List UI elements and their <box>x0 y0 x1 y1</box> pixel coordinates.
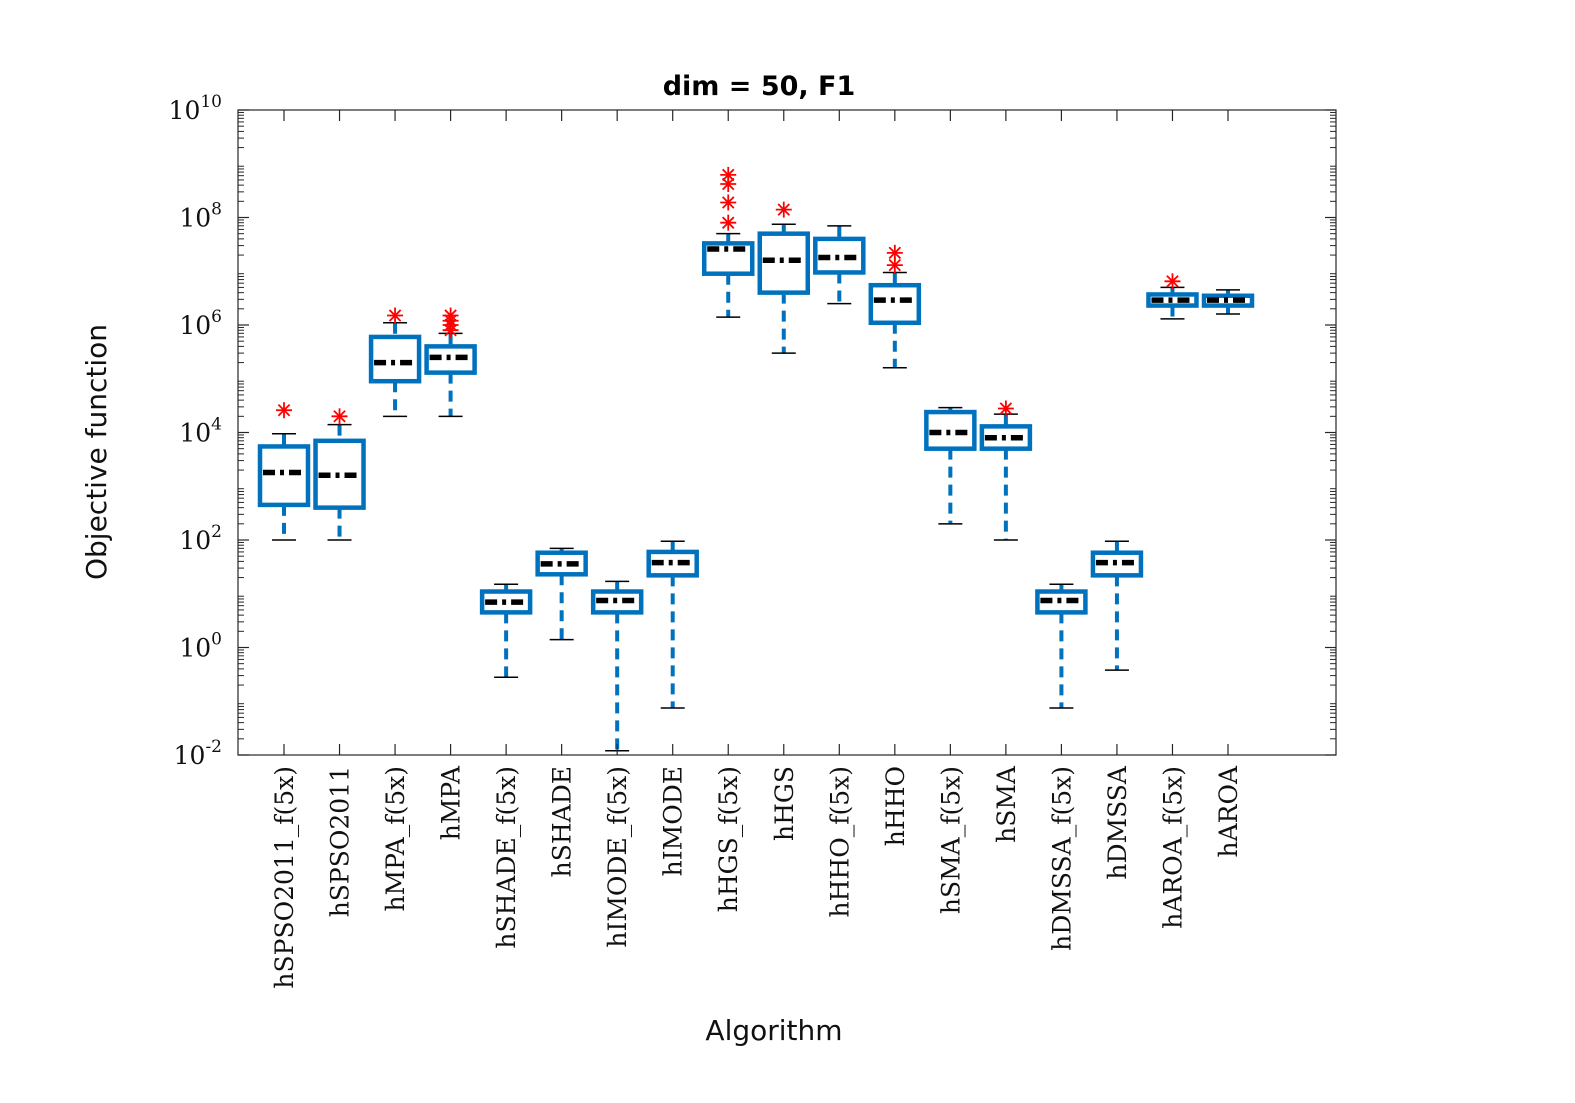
x-tick-label: hSPSO2011_f(5x) <box>270 766 299 989</box>
box-group <box>868 244 922 369</box>
box-group <box>479 583 533 678</box>
box-group <box>813 225 866 305</box>
y-tick-label: 102 <box>179 522 222 555</box>
x-tick-label: hAROA_f(5x) <box>1158 766 1187 929</box>
y-axis-ticks: 10-2 100 102 104 106 108 1010 <box>169 92 1336 770</box>
box-iqr <box>479 589 533 615</box>
box-group <box>924 406 977 525</box>
box-group <box>1201 289 1255 315</box>
outlier-stroke <box>888 258 902 272</box>
outlier-marker <box>886 257 903 274</box>
box-iqr <box>257 444 311 508</box>
box-iqr <box>1146 292 1199 308</box>
box-group <box>701 166 755 318</box>
box-iqr <box>590 589 644 615</box>
x-tick-label: hSMA_f(5x) <box>936 766 965 914</box>
outlier-marker <box>442 307 459 324</box>
x-tick-label: hSPSO2011 <box>326 766 355 917</box>
outlier-stroke <box>777 203 791 216</box>
outlier-marker <box>886 244 903 261</box>
box-iqr <box>313 438 366 510</box>
outlier-marker <box>720 166 737 183</box>
box-iqr <box>979 424 1033 451</box>
box-group <box>1035 583 1088 709</box>
outlier-stroke <box>1166 275 1179 288</box>
box-group <box>535 547 588 641</box>
box-group <box>979 400 1033 541</box>
x-tick-label: hSMA <box>992 765 1021 843</box>
box-iqr <box>813 236 866 275</box>
x-axis-label: Algorithm <box>705 1014 842 1047</box>
outlier-marker <box>387 307 404 324</box>
chart-title: dim = 50, F1 <box>663 71 856 102</box>
y-tick-label: 106 <box>179 307 222 340</box>
outlier-marker <box>720 194 737 211</box>
y-tick-label: 1010 <box>169 92 222 125</box>
outlier-stroke <box>444 309 457 322</box>
outlier-stroke <box>721 196 735 209</box>
outlier-stroke <box>888 246 902 260</box>
minor-ticks <box>238 111 1336 740</box>
x-tick-label: hSHADE <box>548 766 577 877</box>
box-group <box>424 307 477 418</box>
outlier-stroke <box>721 177 735 191</box>
outlier-marker <box>775 201 792 218</box>
y-axis-label: Objective function <box>80 324 113 580</box>
x-tick-label: hHGS_f(5x) <box>714 766 743 912</box>
box-group <box>646 540 699 709</box>
box-iqr <box>1035 589 1088 615</box>
box-group <box>757 201 811 354</box>
x-tick-label: hHGS <box>770 766 799 841</box>
box-iqr <box>757 231 811 295</box>
x-axis-tick-labels: hSPSO2011_f(5x) hSPSO2011 hMPA_f(5x) hMPA hS… <box>270 110 1243 989</box>
y-tick-label: 10-2 <box>174 737 222 770</box>
y-tick-label: 104 <box>179 415 222 448</box>
outlier-marker <box>1164 273 1181 290</box>
box-iqr <box>868 282 922 326</box>
box-group <box>1090 540 1144 671</box>
x-tick-label: hSHADE_f(5x) <box>492 766 521 949</box>
x-tick-label: hIMODE <box>659 766 688 876</box>
box-iqr <box>924 409 977 451</box>
box-group <box>590 580 644 752</box>
y-tick-label: 108 <box>179 200 222 233</box>
outlier-marker <box>276 402 292 419</box>
x-tick-label: hHHO <box>881 766 910 846</box>
box-iqr <box>701 241 755 276</box>
outlier-stroke <box>277 403 291 417</box>
outlier-marker <box>331 408 348 425</box>
box-iqr <box>535 550 588 577</box>
box-iqr <box>646 549 699 578</box>
box-group <box>1146 273 1199 320</box>
outlier-marker <box>997 400 1014 417</box>
box-group <box>257 402 311 541</box>
x-tick-label: hAROA <box>1214 765 1243 857</box>
box-iqr <box>1201 293 1255 308</box>
plot-area <box>237 109 1337 756</box>
outlier-stroke <box>333 410 346 423</box>
x-tick-label: hIMODE_f(5x) <box>603 766 632 948</box>
outlier-marker <box>720 214 737 231</box>
box-series <box>257 166 1255 752</box>
box-iqr <box>368 334 422 384</box>
outlier-stroke <box>388 309 402 322</box>
outlier-stroke <box>721 168 735 182</box>
y-tick-label: 100 <box>179 630 222 663</box>
x-tick-label: hDMSSA <box>1103 765 1132 880</box>
outlier-stroke <box>721 216 735 229</box>
x-tick-label: hDMSSA_f(5x) <box>1047 766 1076 951</box>
x-tick-label: hMPA <box>437 765 466 840</box>
box-group <box>313 408 366 541</box>
x-tick-label: hMPA_f(5x) <box>381 766 410 912</box>
box-iqr <box>424 344 477 375</box>
box-group <box>368 307 422 418</box>
x-tick-label: hHHO_f(5x) <box>825 766 854 917</box>
box-iqr <box>1090 550 1144 578</box>
outlier-stroke <box>999 402 1013 415</box>
